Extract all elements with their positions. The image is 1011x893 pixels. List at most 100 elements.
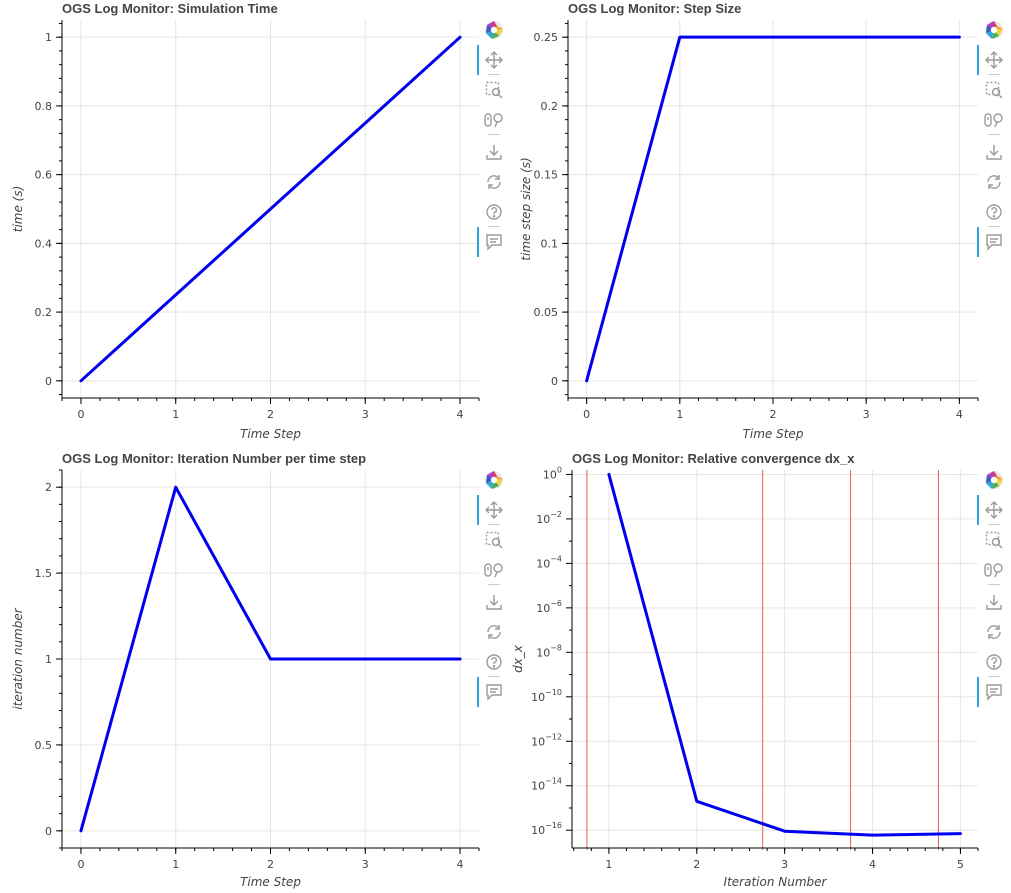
box-zoom-tool-button[interactable] xyxy=(980,79,1008,101)
box-zoom-tool-button[interactable] xyxy=(980,529,1008,551)
help-tool-button[interactable] xyxy=(980,201,1008,223)
y-tick-label: 10−8 xyxy=(536,643,562,659)
wheel-zoom-tool-button[interactable] xyxy=(480,109,508,131)
box-zoom-icon xyxy=(485,81,503,99)
y-axis-label: iteration number xyxy=(11,607,25,709)
help-tool-button[interactable] xyxy=(980,651,1008,673)
bokeh-logo-icon xyxy=(484,20,504,40)
chart-svg: OGS Log Monitor: Relative convergence dx… xyxy=(511,451,979,889)
save-tool-button[interactable] xyxy=(980,591,1008,613)
x-axis-label: Time Step xyxy=(240,875,301,889)
help-tool-button[interactable] xyxy=(480,201,508,223)
pan-tool-button[interactable] xyxy=(480,49,508,71)
x-tick-label: 3 xyxy=(781,858,788,871)
help-icon xyxy=(485,653,503,671)
hover-tool-button[interactable] xyxy=(980,681,1008,703)
x-tick-label: 3 xyxy=(362,408,369,421)
y-tick-label: 10−16 xyxy=(531,821,562,837)
bokeh-logo-tool-button[interactable] xyxy=(480,469,508,491)
y-tick-label: 0 xyxy=(45,375,52,388)
series-line xyxy=(79,35,462,383)
wheel-zoom-tool-button[interactable] xyxy=(980,559,1008,581)
x-tick-label: 3 xyxy=(362,858,369,871)
chart-title: OGS Log Monitor: Simulation Time xyxy=(62,1,278,16)
active-tool-indicator xyxy=(477,677,479,707)
plot-toolbar xyxy=(977,19,1010,270)
help-tool-button[interactable] xyxy=(480,651,508,673)
y-tick-label: 10−4 xyxy=(536,554,562,570)
x-axis-label: Time Step xyxy=(240,427,301,441)
chart-svg: OGS Log Monitor: Simulation Time 0 1 2 3 4 0 0.… xyxy=(11,1,480,441)
active-tool-indicator xyxy=(977,495,979,525)
toolbar-divider xyxy=(988,74,1000,75)
y-tick-label: 0.2 xyxy=(35,306,53,319)
bokeh-logo-tool-button[interactable] xyxy=(980,19,1008,41)
hover-tool-button[interactable] xyxy=(480,231,508,253)
hover-icon xyxy=(485,683,503,701)
y-tick-label: 1 xyxy=(45,653,52,666)
bokeh-logo-tool-button[interactable] xyxy=(980,469,1008,491)
x-tick-label: 0 xyxy=(77,858,84,871)
x-tick-label: 1 xyxy=(605,858,612,871)
chart-iteration-number: OGS Log Monitor: Iteration Number per ti… xyxy=(0,450,505,893)
y-tick-label: 0 xyxy=(551,375,558,388)
chart-title: OGS Log Monitor: Iteration Number per ti… xyxy=(62,451,366,466)
x-tick-label: 4 xyxy=(956,408,963,421)
grid xyxy=(62,20,479,398)
help-icon xyxy=(985,653,1003,671)
y-axis-label: time step size (s) xyxy=(519,157,533,260)
x-tick-label: 4 xyxy=(869,858,876,871)
x-tick-label: 1 xyxy=(172,858,179,871)
reset-tool-button[interactable] xyxy=(480,621,508,643)
toolbar-divider xyxy=(488,74,500,75)
box-zoom-tool-button[interactable] xyxy=(480,79,508,101)
hover-tool-button[interactable] xyxy=(480,681,508,703)
chart-svg: OGS Log Monitor: Step Size 0 1 2 3 4 0 0.05 0.1 0… xyxy=(519,1,979,441)
x-tick-label: 1 xyxy=(676,408,683,421)
chart-step-size: OGS Log Monitor: Step Size 0 1 2 3 4 0 0.05 0.1 0… xyxy=(506,0,1011,447)
reset-tool-button[interactable] xyxy=(980,621,1008,643)
toolbar-divider xyxy=(988,226,1000,227)
chart-svg: OGS Log Monitor: Iteration Number per ti… xyxy=(11,451,480,889)
chart-simulation-time: OGS Log Monitor: Simulation Time 0 1 2 3 4 0 0.… xyxy=(0,0,505,447)
wheel-zoom-tool-button[interactable] xyxy=(480,559,508,581)
toolbar-divider xyxy=(488,134,500,135)
wheel-zoom-tool-button[interactable] xyxy=(980,109,1008,131)
save-tool-button[interactable] xyxy=(480,591,508,613)
x-tick-label: 2 xyxy=(770,408,777,421)
hover-icon xyxy=(985,233,1003,251)
reset-tool-button[interactable] xyxy=(480,171,508,193)
reset-tool-button[interactable] xyxy=(980,171,1008,193)
chart-relative-convergence: OGS Log Monitor: Relative convergence dx… xyxy=(506,450,1011,893)
toolbar-divider xyxy=(488,584,500,585)
pan-icon xyxy=(985,51,1003,69)
active-tool-indicator xyxy=(477,227,479,257)
x-tick-label: 2 xyxy=(693,858,700,871)
wheel-zoom-icon xyxy=(984,561,1004,579)
save-tool-button[interactable] xyxy=(480,141,508,163)
box-zoom-tool-button[interactable] xyxy=(480,529,508,551)
hover-tool-button[interactable] xyxy=(980,231,1008,253)
toolbar-divider xyxy=(988,134,1000,135)
hover-icon xyxy=(985,683,1003,701)
wheel-zoom-icon xyxy=(484,111,504,129)
reset-icon xyxy=(985,623,1003,641)
x-tick-label: 0 xyxy=(77,408,84,421)
box-zoom-icon xyxy=(985,81,1003,99)
active-tool-indicator xyxy=(977,677,979,707)
y-tick-label: 100 xyxy=(543,465,562,481)
y-tick-label: 0.2 xyxy=(541,100,559,113)
pan-tool-button[interactable] xyxy=(480,499,508,521)
y-tick-label: 1.5 xyxy=(35,567,53,580)
x-tick-label: 4 xyxy=(457,408,464,421)
y-tick-label: 0 xyxy=(45,825,52,838)
y-tick-label: 0.4 xyxy=(35,237,53,250)
y-axis-label: dx_x xyxy=(511,644,525,673)
pan-tool-button[interactable] xyxy=(980,499,1008,521)
active-tool-indicator xyxy=(477,45,479,75)
save-tool-button[interactable] xyxy=(980,141,1008,163)
pan-tool-button[interactable] xyxy=(980,49,1008,71)
bokeh-logo-tool-button[interactable] xyxy=(480,19,508,41)
plot-toolbar xyxy=(477,19,510,270)
y-tick-label: 0.5 xyxy=(35,739,53,752)
